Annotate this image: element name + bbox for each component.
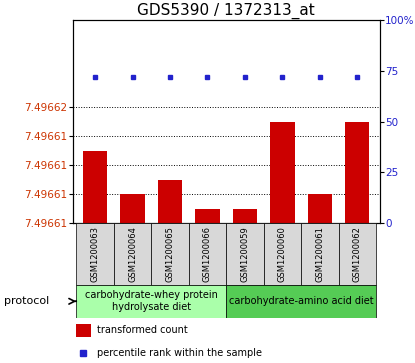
FancyBboxPatch shape — [189, 223, 226, 285]
Bar — [120, 194, 145, 223]
Text: GSM1200063: GSM1200063 — [90, 226, 100, 282]
Bar — [345, 122, 369, 223]
Title: GDS5390 / 1372313_at: GDS5390 / 1372313_at — [137, 3, 315, 19]
Text: transformed count: transformed count — [97, 325, 188, 335]
FancyBboxPatch shape — [339, 223, 376, 285]
FancyBboxPatch shape — [151, 223, 189, 285]
Text: carbohydrate-amino acid diet: carbohydrate-amino acid diet — [229, 296, 374, 306]
Bar — [270, 122, 295, 223]
Bar — [308, 194, 332, 223]
Bar — [76, 323, 91, 337]
FancyBboxPatch shape — [226, 223, 264, 285]
Bar — [83, 151, 107, 223]
FancyBboxPatch shape — [301, 223, 339, 285]
Text: GSM1200060: GSM1200060 — [278, 226, 287, 282]
FancyBboxPatch shape — [76, 223, 114, 285]
Text: GSM1200062: GSM1200062 — [353, 226, 362, 282]
Text: GSM1200065: GSM1200065 — [166, 226, 174, 282]
FancyBboxPatch shape — [114, 223, 151, 285]
Bar — [158, 180, 182, 223]
Text: GSM1200064: GSM1200064 — [128, 226, 137, 282]
Bar — [195, 209, 220, 223]
FancyBboxPatch shape — [264, 223, 301, 285]
Bar — [233, 209, 257, 223]
Text: percentile rank within the sample: percentile rank within the sample — [97, 348, 262, 358]
Text: GSM1200061: GSM1200061 — [315, 226, 324, 282]
Text: GSM1200059: GSM1200059 — [240, 226, 249, 282]
Text: protocol: protocol — [4, 296, 49, 306]
FancyBboxPatch shape — [76, 285, 226, 318]
Text: GSM1200066: GSM1200066 — [203, 226, 212, 282]
Text: carbohydrate-whey protein
hydrolysate diet: carbohydrate-whey protein hydrolysate di… — [85, 290, 218, 312]
FancyBboxPatch shape — [226, 285, 376, 318]
